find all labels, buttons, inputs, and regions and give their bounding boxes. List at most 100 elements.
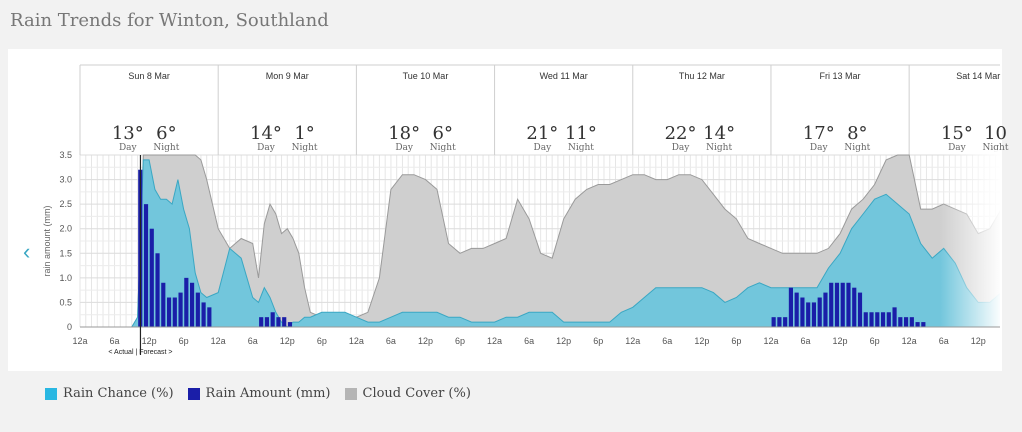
day-label: Thu 12 Mar [679, 71, 725, 81]
night-temp: 14° [703, 123, 735, 144]
x-tick-label: 12a [763, 336, 778, 346]
night-temp: 8° [847, 123, 867, 144]
day-label: Mon 9 Mar [266, 71, 309, 81]
night-temp: 1° [294, 123, 314, 144]
x-tick-label: 6p [870, 336, 880, 346]
rain-amount-bar [264, 317, 270, 327]
y-tick-label: 0 [67, 322, 72, 332]
night-word: Night [153, 143, 179, 153]
legend-item-cloud-cover[interactable]: Cloud Cover (%) [344, 386, 471, 401]
rain-amount-bar [886, 312, 891, 327]
rain-amount-bar [794, 292, 799, 327]
rain-amount-bar [811, 302, 817, 327]
rain-amount-bar [829, 282, 834, 327]
cloud-cover-swatch [344, 387, 357, 400]
x-tick-label: 6p [731, 336, 741, 346]
day-word: Day [119, 143, 138, 153]
rain-amount-bar [840, 282, 845, 327]
rain-amount-bar [783, 317, 788, 327]
rain-amount-bar [161, 282, 166, 327]
x-tick-label: 12p [418, 336, 433, 346]
x-tick-label: 6p [317, 336, 327, 346]
rain-amount-bar [149, 228, 154, 327]
day-temp: 13° [112, 123, 144, 144]
x-tick-label: 6a [662, 336, 672, 346]
x-tick-label: 12a [211, 336, 226, 346]
rain-amount-bar [184, 277, 189, 327]
day-word: Day [534, 143, 553, 153]
night-word: Night [706, 143, 732, 153]
x-tick-label: 6a [939, 336, 949, 346]
day-word: Day [257, 143, 276, 153]
x-tick-label: 12p [556, 336, 571, 346]
x-tick-label: 12a [902, 336, 917, 346]
rain-amount-bar [788, 287, 793, 327]
x-tick-label: 12a [625, 336, 640, 346]
rain-amount-bar [846, 282, 851, 327]
y-tick-label: 1.0 [59, 273, 72, 283]
x-tick-label: 12p [971, 336, 986, 346]
rain-amount-bar [270, 312, 275, 327]
y-tick-label: 1.5 [59, 248, 72, 258]
y-tick-label: 2.5 [59, 199, 72, 209]
day-label: Fri 13 Mar [820, 71, 861, 81]
night-word: Night [568, 143, 594, 153]
rain-amount-bar [195, 292, 200, 327]
day-temp: 15° [941, 123, 973, 144]
y-tick-label: 0.5 [59, 297, 72, 307]
rain-amount-bar [143, 204, 149, 327]
night-word: Night [292, 143, 318, 153]
y-tick-label: 2.0 [59, 224, 72, 234]
prev-arrow-icon[interactable]: ‹ [23, 239, 31, 264]
rain-chance-area [80, 159, 1000, 328]
legend-label-rain-amount: Rain Amount (mm) [205, 386, 331, 401]
rain-amount-bar [777, 317, 782, 327]
legend-item-rain-chance[interactable]: Rain Chance (%) [45, 386, 174, 401]
day-label: Sun 8 Mar [128, 71, 170, 81]
day-word: Day [395, 143, 414, 153]
rain-amount-bar [166, 297, 172, 327]
rain-amount-bar [857, 292, 863, 327]
rain-amount-bar [201, 302, 206, 327]
x-tick-label: 6a [248, 336, 258, 346]
x-tick-label: 6a [801, 336, 811, 346]
x-tick-label: 6p [179, 336, 189, 346]
rain-amount-bar [178, 292, 183, 327]
rain-amount-bar [875, 312, 880, 327]
x-tick-label: 12a [487, 336, 502, 346]
cloud-cover-area [80, 154, 1000, 328]
day-temp: 17° [803, 123, 835, 144]
page-title: Rain Trends for Winton, Southland [10, 10, 329, 31]
rain-amount-bar [287, 322, 293, 327]
x-tick-label: 6p [593, 336, 603, 346]
legend-label-cloud-cover: Cloud Cover (%) [362, 386, 471, 401]
x-tick-label: 12p [694, 336, 709, 346]
y-tick-label: 3.5 [59, 150, 72, 160]
rain-amount-bar [892, 307, 897, 327]
rain-amount-bar [282, 317, 287, 327]
legend-item-rain-amount[interactable]: Rain Amount (mm) [187, 386, 331, 401]
edge-fade [940, 150, 1002, 330]
rain-amount-bar [207, 307, 212, 327]
rain-amount-bar [852, 287, 857, 327]
rain-amount-swatch [187, 387, 200, 400]
rain-amount-bar [880, 312, 886, 327]
day-word: Day [948, 143, 967, 153]
rain-amount-bar [172, 297, 177, 327]
rain-amount-bar [915, 322, 920, 327]
rain-amount-bar [834, 282, 840, 327]
legend: Rain Chance (%) Rain Amount (mm) Cloud C… [45, 386, 471, 401]
rain-amount-bar [771, 317, 776, 327]
actual-forecast-label: < Actual | Forecast > [108, 349, 172, 356]
rain-amount-bar [276, 317, 281, 327]
day-label: Wed 11 Mar [540, 71, 588, 81]
x-tick-label: 12p [142, 336, 157, 346]
legend-label-rain-chance: Rain Chance (%) [63, 386, 174, 401]
y-axis-label: rain amount (mm) [42, 205, 52, 276]
x-tick-label: 6a [524, 336, 534, 346]
rain-amount-bar [869, 312, 874, 327]
night-temp: 6° [433, 123, 453, 144]
rain-amount-bar [863, 312, 868, 327]
day-temp: 21° [526, 123, 558, 144]
night-temp: 10 [984, 123, 1007, 144]
